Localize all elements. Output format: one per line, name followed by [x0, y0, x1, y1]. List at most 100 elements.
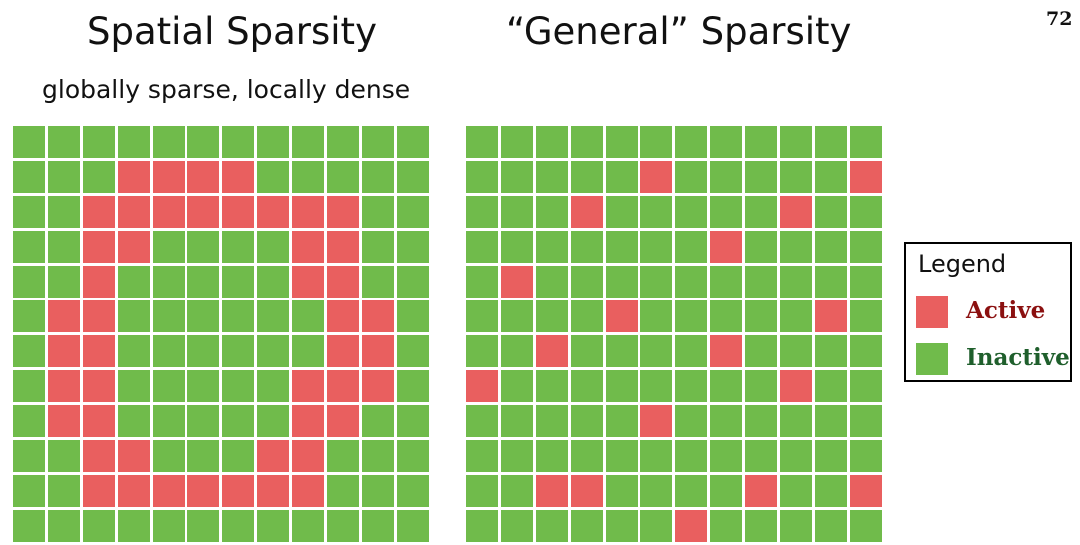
inactive-cell	[849, 230, 882, 263]
active-cell	[152, 160, 185, 193]
active-cell	[82, 440, 115, 473]
inactive-cell	[396, 440, 429, 473]
inactive-cell	[396, 265, 429, 298]
inactive-cell	[117, 335, 150, 368]
active-cell	[780, 195, 813, 228]
inactive-cell	[675, 440, 708, 473]
general-sparsity-title: “General” Sparsity	[506, 10, 852, 53]
inactive-cell	[152, 440, 185, 473]
inactive-cell	[13, 440, 45, 473]
inactive-cell	[745, 230, 778, 263]
inactive-cell	[466, 335, 498, 368]
inactive-cell	[814, 405, 847, 438]
inactive-cell	[327, 440, 360, 473]
inactive-cell	[396, 405, 429, 438]
active-cell	[152, 195, 185, 228]
inactive-cell	[814, 370, 847, 403]
inactive-cell	[292, 509, 325, 542]
inactive-cell	[605, 265, 638, 298]
inactive-cell	[82, 126, 115, 158]
inactive-cell	[745, 265, 778, 298]
inactive-cell	[500, 474, 533, 507]
inactive-cell	[152, 230, 185, 263]
inactive-cell	[257, 335, 290, 368]
inactive-cell	[187, 300, 220, 333]
active-cell	[117, 474, 150, 507]
page-number: 72	[1046, 8, 1073, 30]
active-cell	[82, 335, 115, 368]
inactive-cell	[535, 160, 568, 193]
inactive-cell	[745, 126, 778, 158]
inactive-cell	[675, 405, 708, 438]
inactive-cell	[117, 300, 150, 333]
inactive-cell	[222, 300, 255, 333]
inactive-cell	[466, 474, 498, 507]
inactive-cell	[222, 230, 255, 263]
active-cell	[82, 405, 115, 438]
inactive-cell	[292, 126, 325, 158]
inactive-cell	[570, 300, 603, 333]
inactive-cell	[849, 335, 882, 368]
inactive-cell	[535, 195, 568, 228]
active-cell	[187, 474, 220, 507]
inactive-cell	[187, 370, 220, 403]
inactive-cell	[849, 405, 882, 438]
inactive-cell	[152, 335, 185, 368]
legend-active-swatch	[916, 296, 948, 328]
inactive-cell	[849, 195, 882, 228]
inactive-cell	[47, 509, 80, 542]
inactive-cell	[396, 474, 429, 507]
inactive-cell	[745, 195, 778, 228]
inactive-cell	[535, 440, 568, 473]
inactive-cell	[535, 405, 568, 438]
legend-title: Legend	[918, 250, 1007, 278]
inactive-cell	[187, 509, 220, 542]
inactive-cell	[535, 300, 568, 333]
inactive-cell	[745, 440, 778, 473]
active-cell	[849, 160, 882, 193]
inactive-cell	[500, 405, 533, 438]
inactive-cell	[47, 474, 80, 507]
inactive-cell	[187, 440, 220, 473]
inactive-cell	[849, 265, 882, 298]
active-cell	[47, 335, 80, 368]
inactive-cell	[710, 440, 743, 473]
inactive-cell	[361, 440, 394, 473]
inactive-cell	[361, 230, 394, 263]
inactive-cell	[257, 370, 290, 403]
inactive-cell	[47, 126, 80, 158]
inactive-cell	[849, 440, 882, 473]
inactive-cell	[640, 265, 673, 298]
inactive-cell	[13, 230, 45, 263]
inactive-cell	[570, 370, 603, 403]
inactive-cell	[780, 440, 813, 473]
active-cell	[117, 440, 150, 473]
inactive-cell	[814, 195, 847, 228]
general-sparsity-grid	[466, 126, 882, 542]
inactive-cell	[257, 265, 290, 298]
active-cell	[605, 300, 638, 333]
inactive-cell	[257, 509, 290, 542]
inactive-cell	[780, 265, 813, 298]
inactive-cell	[47, 230, 80, 263]
active-cell	[710, 335, 743, 368]
active-cell	[292, 405, 325, 438]
inactive-cell	[466, 509, 498, 542]
active-cell	[257, 440, 290, 473]
active-cell	[535, 474, 568, 507]
inactive-cell	[152, 370, 185, 403]
legend-inactive-swatch	[916, 343, 948, 375]
inactive-cell	[466, 195, 498, 228]
inactive-cell	[466, 126, 498, 158]
inactive-cell	[640, 509, 673, 542]
inactive-cell	[640, 300, 673, 333]
active-cell	[745, 474, 778, 507]
inactive-cell	[605, 160, 638, 193]
inactive-cell	[327, 474, 360, 507]
inactive-cell	[605, 440, 638, 473]
spatial-sparsity-title: Spatial Sparsity	[87, 10, 377, 53]
inactive-cell	[500, 300, 533, 333]
inactive-cell	[500, 160, 533, 193]
inactive-cell	[535, 509, 568, 542]
inactive-cell	[222, 509, 255, 542]
